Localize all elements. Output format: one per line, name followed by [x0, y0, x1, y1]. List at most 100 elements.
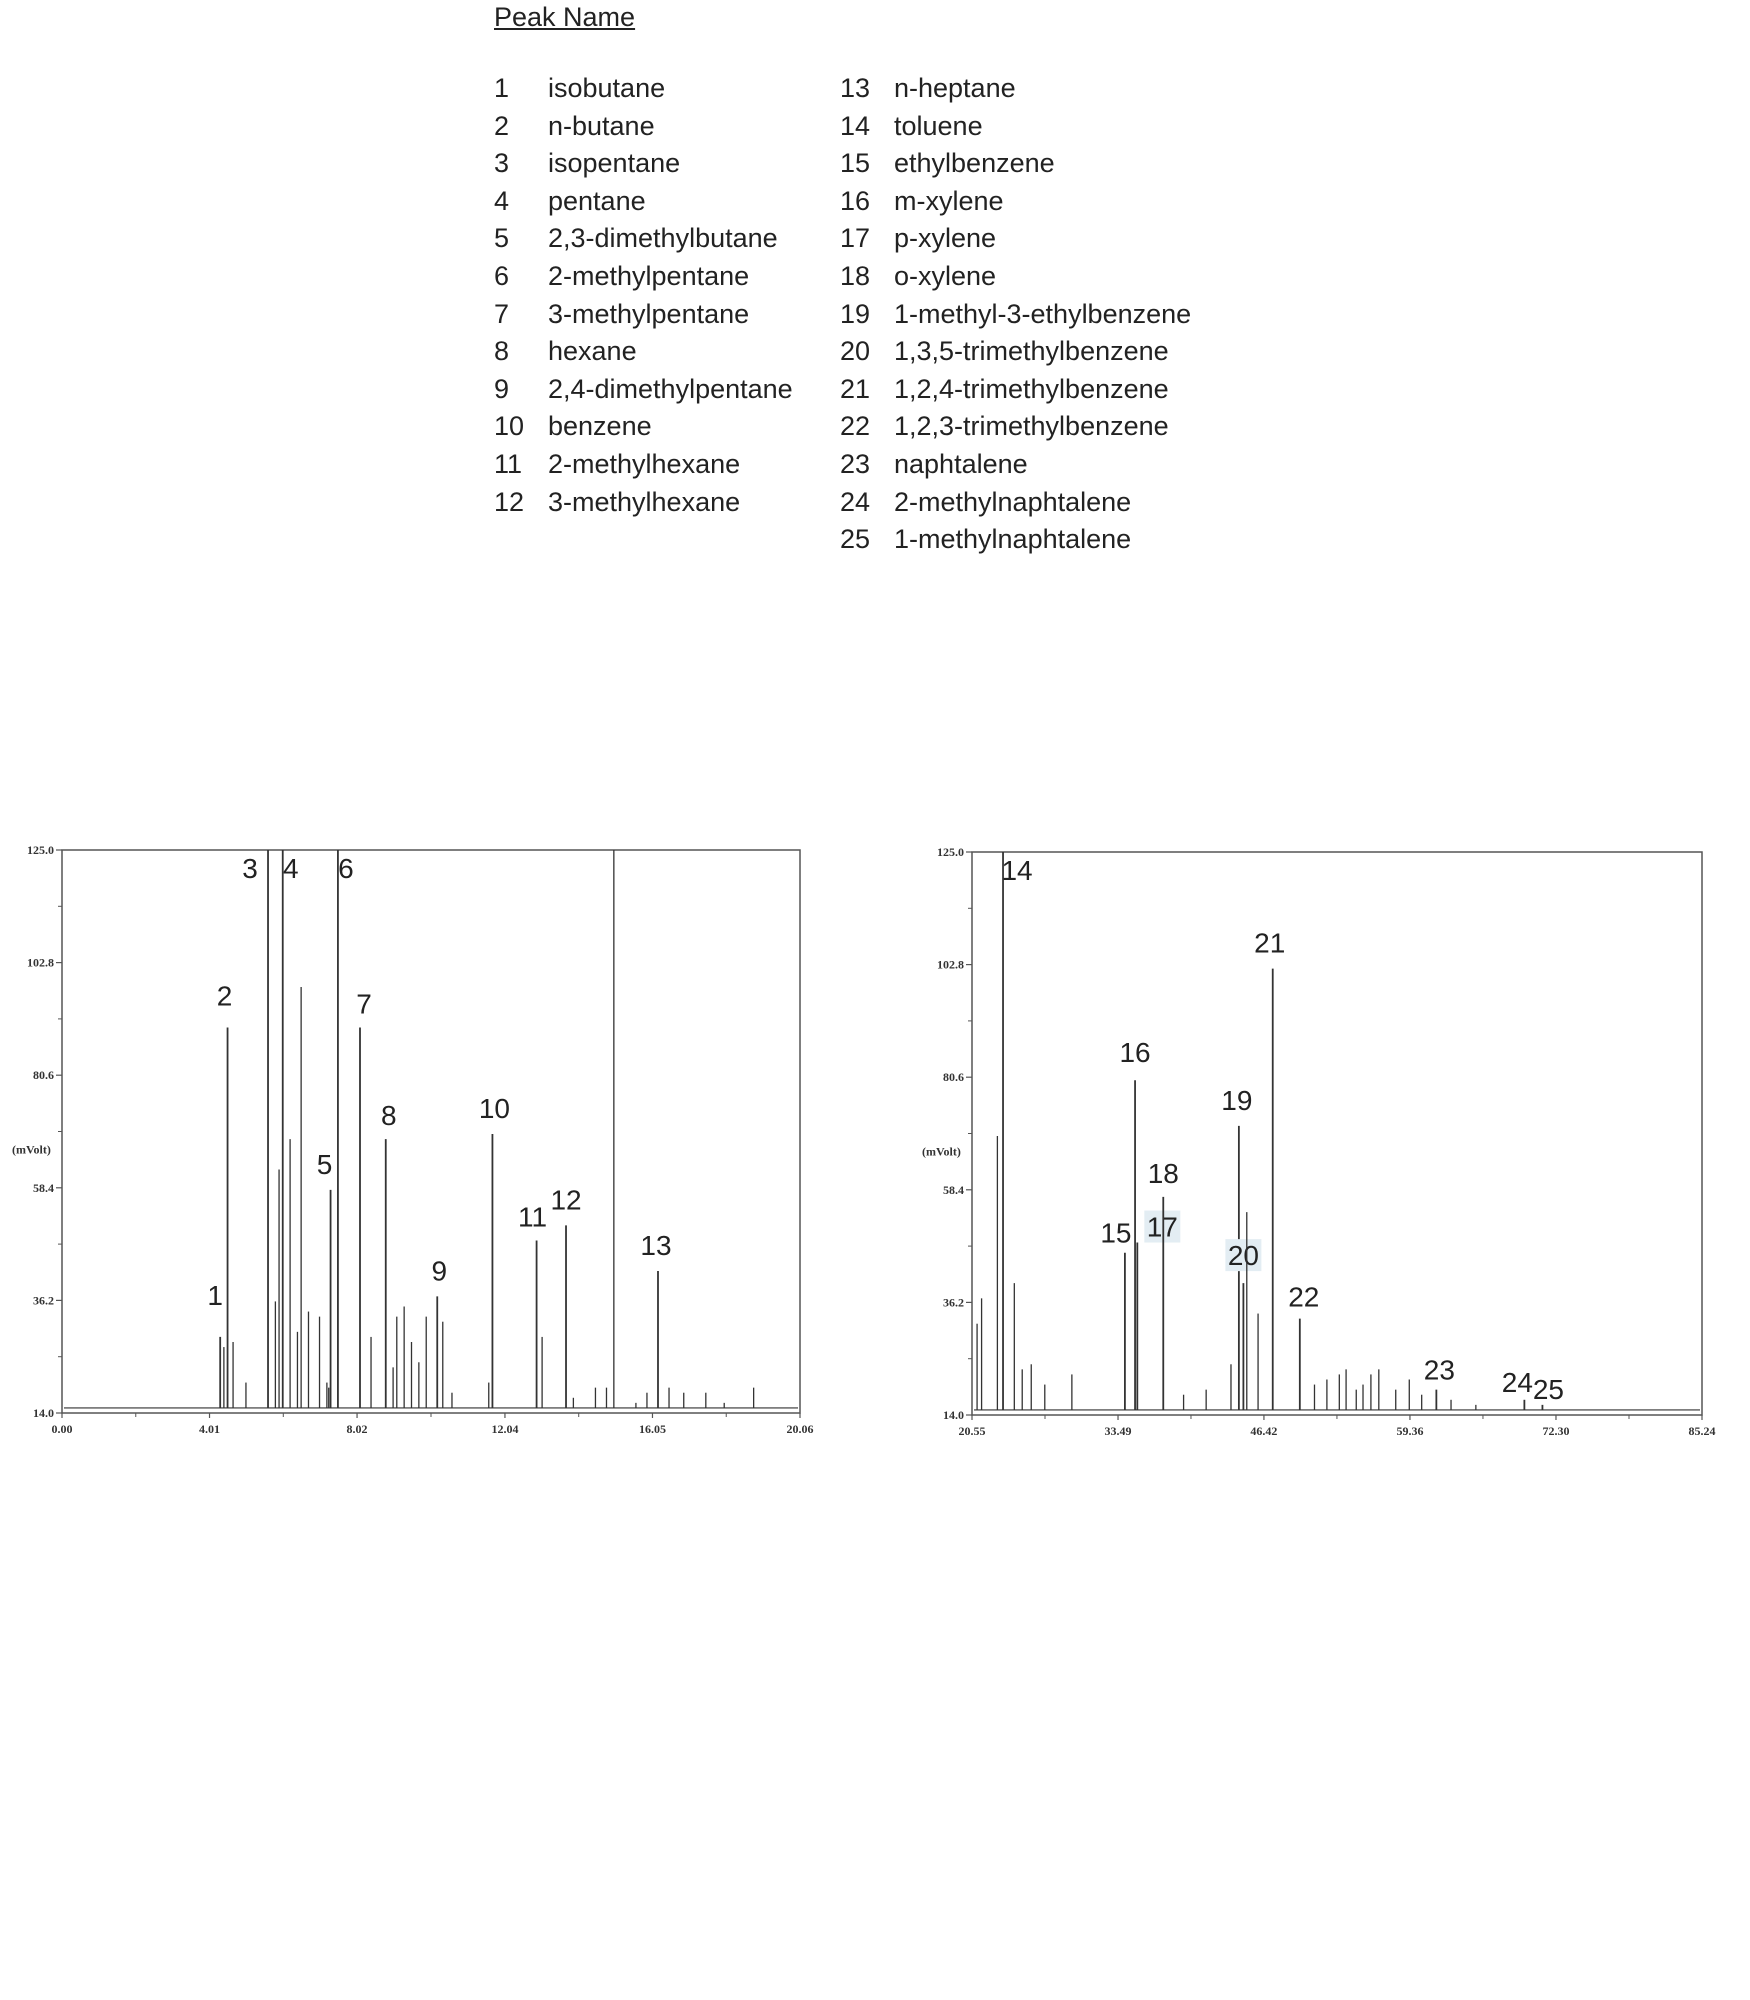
- legend-row: 21 1,2,4-trimethylbenzene: [840, 371, 1191, 409]
- x-tick-label: 46.42: [1250, 1424, 1277, 1438]
- y-tick-label: 58.4: [943, 1183, 964, 1197]
- legend-row: 1 isobutane: [494, 70, 793, 108]
- legend-number: 12: [494, 486, 525, 517]
- legend-compound: hexane: [548, 336, 637, 367]
- legend-number: 7: [494, 298, 510, 329]
- x-tick-label: 8.02: [347, 1422, 368, 1436]
- legend-compound: o-xylene: [894, 260, 997, 291]
- legend-row: 16 m-xylene: [840, 183, 1191, 221]
- peak-label-23: 23: [1424, 1355, 1455, 1386]
- legend-compound: isopentane: [548, 148, 681, 179]
- y-axis-label: (mVolt): [12, 1142, 51, 1156]
- peak-label-9: 9: [431, 1255, 447, 1286]
- peak-label-3: 3: [242, 853, 258, 884]
- legend-number: 21: [840, 373, 871, 404]
- legend-compound: p-xylene: [894, 223, 997, 254]
- legend-number: 18: [840, 260, 871, 291]
- legend-compound: n-heptane: [894, 73, 1016, 103]
- legend-row: 24 2-methylnaphtalene: [840, 484, 1191, 522]
- peak-legend: Peak Name 1 isobutane 2 n-butane 3 isopenta…: [494, 0, 1394, 560]
- legend-row: 20 1,3,5-trimethylbenzene: [840, 333, 1191, 371]
- peak-label-4: 4: [283, 853, 299, 884]
- legend-number: 4: [494, 185, 510, 216]
- legend-number: 14: [840, 110, 871, 141]
- peak-label-21: 21: [1254, 928, 1285, 959]
- legend-row: 18 o-xylene: [840, 258, 1191, 296]
- legend-column-1: 1 isobutane 2 n-butane 3 isopentane 4 pentan…: [494, 70, 793, 521]
- y-tick-label: 14.0: [943, 1408, 964, 1422]
- legend-compound: 3-methylhexane: [548, 486, 741, 517]
- x-tick-label: 72.30: [1542, 1424, 1569, 1438]
- legend-row: 17 p-xylene: [840, 220, 1191, 258]
- y-tick-label: 36.2: [943, 1295, 964, 1309]
- y-tick-label: 125.0: [937, 845, 964, 859]
- legend-row: 13 n-heptane: [840, 70, 1191, 108]
- legend-number: 20: [840, 336, 871, 367]
- peak-label-16: 16: [1119, 1037, 1150, 1068]
- legend-number: 5: [494, 223, 510, 254]
- legend-number: 3: [494, 148, 510, 179]
- x-tick-label: 85.24: [1689, 1424, 1716, 1438]
- legend-row: 10 benzene: [494, 408, 793, 446]
- legend-compound: n-butane: [548, 110, 655, 141]
- peak-label-11: 11: [518, 1202, 547, 1233]
- peak-label-19: 19: [1221, 1085, 1252, 1116]
- peak-label-10: 10: [479, 1093, 510, 1124]
- legend-number: 19: [840, 298, 871, 329]
- peak-label-2: 2: [217, 981, 233, 1012]
- chromatogram-left: 125.0 102.8 80.6 58.4 36.2 14.0 (mVolt) 0.00 4.0…: [12, 843, 814, 1436]
- y-tick-label: 102.8: [27, 956, 54, 970]
- legend-column-2: 13 n-heptane 14 toluene 15 ethylbenzene 16 m…: [840, 70, 1191, 559]
- legend-compound: toluene: [894, 110, 983, 141]
- legend-compound: 2-methylhexane: [548, 448, 741, 479]
- legend-compound: pentane: [548, 185, 646, 216]
- legend-row: 6 2-methylpentane: [494, 258, 793, 296]
- legend-number: 23: [840, 448, 871, 479]
- legend-compound: m-xylene: [894, 185, 1004, 216]
- legend-row: 25 1-methylnaphtalene: [840, 521, 1191, 559]
- peak-label-24: 24: [1502, 1367, 1533, 1398]
- legend-row: 22 1,2,3-trimethylbenzene: [840, 408, 1191, 446]
- legend-row: 23 naphtalene: [840, 446, 1191, 484]
- y-axis-label: (mVolt): [922, 1144, 961, 1158]
- legend-row: 3 isopentane: [494, 145, 793, 183]
- legend-number: 8: [494, 336, 510, 367]
- legend-number: 24: [840, 486, 871, 517]
- legend-number: 16: [840, 185, 871, 216]
- peak-label-12: 12: [550, 1184, 581, 1215]
- x-tick-label: 16.05: [639, 1422, 666, 1436]
- peak-label-1: 1: [207, 1280, 223, 1311]
- legend-number: 22: [840, 411, 871, 442]
- legend-row: 7 3-methylpentane: [494, 296, 793, 334]
- legend-number: 9: [494, 373, 510, 404]
- legend-compound: 1-methylnaphtalene: [894, 524, 1132, 555]
- legend-compound: 1-methyl-3-ethylbenzene: [894, 298, 1192, 329]
- legend-row: 15 ethylbenzene: [840, 145, 1191, 183]
- legend-row: 5 2,3-dimethylbutane: [494, 220, 793, 258]
- legend-row: 11 2-methylhexane: [494, 446, 793, 484]
- y-tick-label: 14.0: [33, 1406, 54, 1420]
- legend-row: 9 2,4-dimethylpentane: [494, 371, 793, 409]
- legend-number: 13: [840, 73, 871, 103]
- x-tick-label: 20.06: [787, 1422, 814, 1436]
- legend-compound: isobutane: [548, 73, 666, 103]
- legend-number: 11: [494, 448, 523, 479]
- y-tick-label: 125.0: [27, 843, 54, 857]
- legend-row: 12 3-methylhexane: [494, 484, 793, 522]
- legend-compound: 2,3-dimethylbutane: [548, 223, 778, 254]
- legend-row: 14 toluene: [840, 108, 1191, 146]
- y-tick-label: 80.6: [943, 1070, 964, 1084]
- peak-label-5: 5: [317, 1149, 333, 1180]
- plot-frame: [971, 851, 1703, 1416]
- legend-number: 25: [840, 524, 871, 555]
- chromatogram-right: 125.0 102.8 80.6 58.4 36.2 14.0 (mVolt) 20.55 33…: [922, 845, 1716, 1438]
- y-tick-label: 58.4: [33, 1181, 54, 1195]
- legend-compound: 1,3,5-trimethylbenzene: [894, 336, 1169, 367]
- legend-number: 15: [840, 148, 871, 179]
- legend-number: 17: [840, 223, 871, 254]
- peak-label-22: 22: [1288, 1282, 1319, 1313]
- peak-label-8: 8: [381, 1100, 397, 1131]
- legend-row: 4 pentane: [494, 183, 793, 221]
- legend-compound: benzene: [548, 411, 652, 442]
- x-tick-label: 4.01: [199, 1422, 220, 1436]
